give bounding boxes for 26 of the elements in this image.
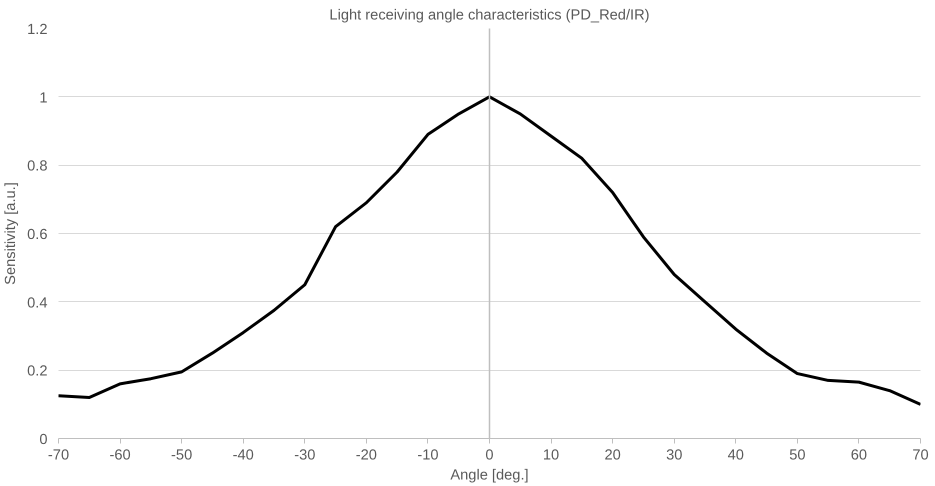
x-tick-label: 10 xyxy=(542,448,560,464)
x-tick-label: -10 xyxy=(417,448,439,464)
x-tick-label: 30 xyxy=(666,448,682,464)
x-tick-label: -60 xyxy=(109,448,131,464)
y-tick-label: 1.2 xyxy=(27,22,48,38)
y-tick-label: 0.8 xyxy=(27,158,48,175)
x-tick-label: -20 xyxy=(356,448,377,464)
x-tick-label: 0 xyxy=(485,448,494,464)
x-tick-label: 60 xyxy=(850,448,868,464)
line-series xyxy=(58,95,920,406)
x-tick-label: 70 xyxy=(912,448,929,464)
y-axis-title: Sensitivity [a.u.] xyxy=(3,182,20,285)
x-axis-title: Angle [deg.] xyxy=(450,468,529,484)
y-tick-label: 0.6 xyxy=(27,227,48,243)
x-tick-label: 20 xyxy=(604,448,621,464)
x-tick-label: -50 xyxy=(171,448,192,464)
y-tick-label: 1 xyxy=(39,90,48,106)
x-tick-label: 40 xyxy=(728,448,744,464)
x-tick-label: 50 xyxy=(789,448,806,464)
x-tick-label: -70 xyxy=(48,448,70,464)
y-tick-label: 0 xyxy=(39,432,48,448)
x-tick-label: -30 xyxy=(294,448,316,464)
chart-title: Light receiving angle characteristics (PD_Red/IR) xyxy=(329,8,650,24)
y-tick-label: 0.4 xyxy=(27,295,48,312)
y-tick-label: 0.2 xyxy=(27,364,48,380)
x-tick-label: -40 xyxy=(232,448,254,464)
